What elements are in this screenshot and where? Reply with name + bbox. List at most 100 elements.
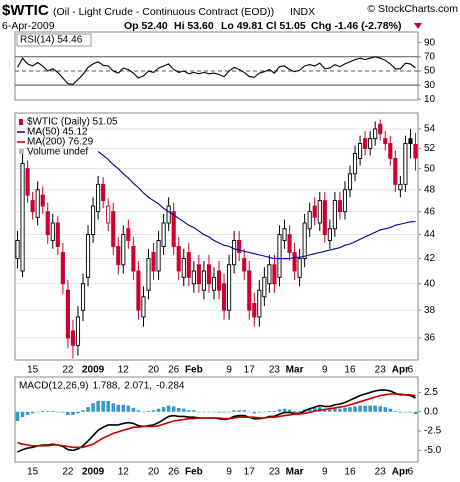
legend-entry: $WTIC (Daily) 51.05 [27, 117, 118, 128]
histogram-bar [237, 410, 241, 412]
histogram-bar [76, 411, 80, 414]
candle-body [20, 163, 25, 272]
histogram-bar [277, 409, 282, 412]
line [97, 150, 416, 260]
x-tick-label: Mar [286, 467, 304, 478]
x-tick-label: 9 [226, 467, 232, 478]
candle-body [221, 283, 227, 311]
histogram-bar [86, 407, 90, 412]
candle-body [388, 143, 393, 159]
y-tick-label: 48 [424, 184, 436, 195]
candle-body [25, 168, 30, 196]
y-tick-label: 42 [424, 253, 436, 264]
candle-body [297, 258, 302, 278]
y-tick-label: 50 [424, 163, 436, 174]
candle-body [358, 143, 363, 159]
histogram-bar [187, 410, 191, 412]
candle-body [216, 270, 222, 291]
candle-body [45, 211, 50, 236]
y-tick-label: 46 [424, 206, 436, 217]
y-tick-label: 54 [424, 124, 436, 135]
candle-body [373, 128, 378, 140]
x-tick-label: 23 [269, 467, 281, 478]
candle-body [292, 252, 297, 272]
x-tick-label: 23 [375, 365, 387, 376]
histogram-bar [101, 400, 105, 412]
x-tick-label: 17 [244, 365, 256, 376]
y-tick-label: 10 [424, 94, 436, 105]
candle-body [111, 211, 116, 247]
line [17, 393, 416, 449]
candle-body [347, 173, 353, 191]
x-tick-label: 17 [244, 467, 256, 478]
x-tick-label: 23 [269, 365, 281, 376]
candle-body [227, 264, 232, 311]
histogram-bar [312, 407, 317, 412]
candle-body [35, 189, 40, 218]
histogram-bar [141, 411, 146, 413]
histogram-bar [171, 406, 176, 412]
histogram-bar [328, 409, 332, 412]
histogram-bar [348, 407, 352, 412]
histogram-bar [176, 407, 181, 412]
histogram-bar [232, 410, 236, 412]
candle-body [398, 183, 403, 191]
histogram-bar [81, 410, 85, 412]
histogram-bar [45, 411, 50, 412]
histogram-bar [413, 411, 418, 414]
candle-body [55, 222, 60, 247]
candle-body [156, 240, 161, 272]
histogram-bar [126, 405, 131, 412]
candle-body [302, 222, 307, 260]
candle-body [131, 245, 136, 272]
candle-body [15, 240, 20, 260]
y-tick-label: -5.0 [424, 445, 442, 456]
candle-body [75, 316, 81, 346]
histogram-bar [333, 408, 337, 412]
y-tick-label: 2.5 [424, 387, 438, 398]
candle-body [211, 276, 217, 291]
y-tick-label: -2.5 [424, 426, 442, 437]
panel [14, 112, 419, 361]
histogram-bar [343, 407, 347, 412]
candle-body [257, 289, 262, 318]
candle-body [232, 240, 237, 266]
y-tick-label: 52 [424, 143, 436, 154]
candle-body [307, 211, 312, 230]
x-tick-label: Feb [185, 467, 203, 478]
histogram-bar [166, 405, 171, 412]
candle-body [322, 200, 327, 236]
candle-body [332, 200, 337, 230]
candle-body [106, 205, 111, 224]
x-tick-label: 26 [168, 467, 180, 478]
histogram-bar [307, 407, 312, 412]
y-tick-label: 70 [424, 51, 436, 62]
candle-body [96, 183, 101, 213]
histogram-bar [131, 407, 136, 412]
candle-body [272, 264, 277, 285]
x-tick-label: 26 [168, 365, 180, 376]
histogram-bar [146, 411, 151, 412]
y-tick-label: 36 [424, 333, 436, 344]
histogram-bar [20, 411, 25, 418]
legend-entry: -0.284 [156, 381, 185, 392]
candle-body [342, 189, 348, 213]
candle-body [312, 205, 317, 218]
candle-body [413, 144, 418, 159]
x-tick-label: 20 [148, 467, 160, 478]
histogram-bar [378, 406, 382, 412]
histogram-bar [156, 408, 161, 412]
histogram-bar [61, 411, 65, 413]
candle-body [191, 270, 196, 285]
candle-body [262, 276, 267, 298]
histogram-bar [267, 411, 272, 412]
histogram-bar [368, 405, 372, 412]
candle-body [60, 252, 65, 285]
candle-body [201, 270, 206, 291]
candle-body [383, 138, 388, 144]
x-tick-label: 16 [344, 467, 356, 478]
x-tick-label: 2009 [82, 467, 105, 478]
histogram-bar [181, 408, 186, 412]
candle-body [327, 228, 332, 241]
